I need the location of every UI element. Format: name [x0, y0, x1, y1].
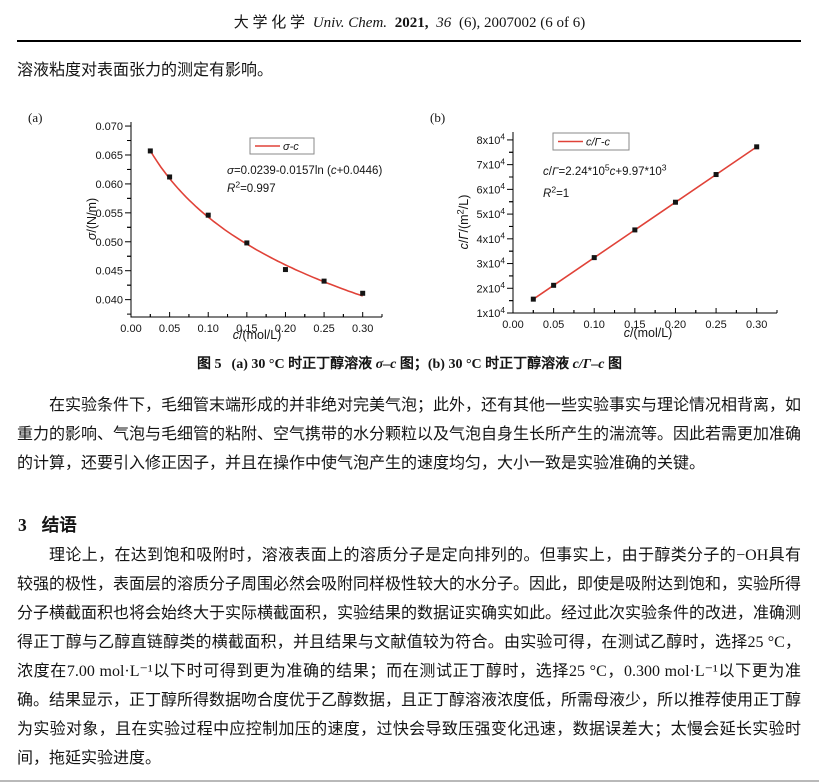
- svg-text:σ-c: σ-c: [283, 141, 299, 153]
- svg-text:c/(mol/L): c/(mol/L): [624, 326, 673, 340]
- data-points: [530, 144, 760, 302]
- journal-year: 2021,: [394, 15, 429, 31]
- fit-line: [149, 150, 363, 297]
- body-paragraph-discussion: 在实验条件下，毛细管末端形成的并非绝对完美气泡；此外，还有其他一些实验事实与理论…: [17, 397, 802, 472]
- svg-text:0.045: 0.045: [95, 266, 123, 278]
- svg-text:R2=1: R2=1: [543, 185, 569, 200]
- svg-text:0.25: 0.25: [313, 323, 334, 335]
- svg-text:0.050: 0.050: [95, 237, 123, 249]
- figure-caption-text-1: (a) 30 °C 时正丁醇溶液: [231, 357, 376, 372]
- legend: c/Γ-c: [552, 132, 630, 151]
- svg-text:0.25: 0.25: [705, 319, 726, 331]
- svg-text:0.30: 0.30: [746, 319, 767, 331]
- svg-text:R2=0.997: R2=0.997: [227, 180, 276, 195]
- svg-text:0.10: 0.10: [584, 319, 605, 331]
- svg-text:c/Γ-c: c/Γ-c: [586, 137, 610, 149]
- svg-text:c/Γ=2.24*105c+9.97*103: c/Γ=2.24*105c+9.97*103: [543, 163, 667, 178]
- svg-text:0.20: 0.20: [665, 319, 686, 331]
- svg-text:0.05: 0.05: [159, 323, 180, 335]
- panel-label-b: (b): [430, 110, 446, 125]
- svg-text:c/(mol/L): c/(mol/L): [233, 328, 282, 342]
- intro-paragraph: 溶液粘度对表面张力的测定有影响。: [17, 62, 274, 79]
- svg-text:1x104: 1x104: [477, 305, 506, 320]
- svg-text:0.00: 0.00: [502, 319, 523, 331]
- svg-text:0.15: 0.15: [624, 319, 645, 331]
- section-number: 3: [18, 515, 27, 535]
- journal-volume: 36: [436, 15, 452, 31]
- svg-text:0.00: 0.00: [120, 323, 141, 335]
- svg-text:0.30: 0.30: [352, 323, 373, 335]
- svg-text:8x104: 8x104: [477, 132, 506, 147]
- figure-caption-label: 图 5: [197, 357, 222, 372]
- axes: [507, 132, 778, 314]
- svg-text:c/Γ/(m2/L): c/Γ/(m2/L): [454, 195, 471, 250]
- svg-text:4x104: 4x104: [477, 231, 506, 246]
- data-points: [147, 148, 366, 296]
- annotations: σ=0.0239-0.0157ln (c+0.0446) R2=0.997: [227, 165, 382, 195]
- axis-labels: 0.00 0.05 0.10 0.15 0.20 0.25 0.30 0.040 0.045 0.…: [85, 121, 373, 342]
- svg-text:σ/(N/m): σ/(N/m): [85, 198, 99, 240]
- svg-text:6x104: 6x104: [477, 181, 506, 196]
- journal-header: 大 学 化 学 Univ. Chem. 2021, 36 (6), 200700…: [0, 11, 819, 32]
- journal-issue-info: (6), 2007002 (6 of 6): [459, 15, 586, 31]
- axes: [125, 122, 383, 318]
- svg-text:0.070: 0.070: [95, 121, 123, 133]
- chart-sigma-c: 0.00 0.05 0.10 0.15 0.20 0.25 0.30 0.040 0.045 0.…: [85, 121, 383, 342]
- svg-text:7x104: 7x104: [477, 156, 506, 171]
- svg-text:2x104: 2x104: [477, 280, 506, 295]
- svg-text:0.060: 0.060: [95, 179, 123, 191]
- journal-name: Univ. Chem.: [312, 15, 388, 31]
- header-divider: [17, 40, 801, 42]
- figure-caption: 图 5 (a) 30 °C 时正丁醇溶液 σ–c 图；(b) 30 °C 时正丁醇…: [0, 353, 819, 373]
- figure-caption-var-2: c/Γ–c: [572, 357, 605, 372]
- svg-text:0.065: 0.065: [95, 150, 123, 162]
- svg-text:σ=0.0239-0.0157ln (c+0.0446): σ=0.0239-0.0157ln (c+0.0446): [227, 165, 382, 177]
- figure-caption-text-3: 图: [604, 357, 622, 372]
- section-heading: 3 结语: [18, 512, 77, 537]
- chart-cgamma-c: 0.00 0.05 0.10 0.15 0.20 0.25 0.30 1x104 2x104 3x…: [454, 132, 778, 340]
- fit-line: [532, 146, 758, 300]
- figure-caption-text-2: 图；(b) 30 °C 时正丁醇溶液: [396, 357, 573, 372]
- svg-text:0.15: 0.15: [236, 323, 257, 335]
- body-paragraph-conclusion: 理论上，在达到饱和吸附时，溶液表面上的溶质分子是定向排列的。但事实上，由于醇类分…: [17, 547, 802, 767]
- figure-caption-var-1: σ–c: [375, 357, 397, 372]
- panel-label-a: (a): [28, 110, 43, 125]
- section-title: 结语: [41, 515, 77, 535]
- annotations: c/Γ=2.24*105c+9.97*103 R2=1: [543, 163, 667, 200]
- journal-cjk-title: 大 学 化 学: [233, 15, 305, 31]
- figure-5: (a) (b) 0.00 0.05 0.10 0.15 0.20 0.25 0.30 0.04…: [0, 108, 819, 352]
- legend: σ-c: [249, 137, 315, 155]
- svg-text:0.055: 0.055: [95, 208, 123, 220]
- svg-text:0.05: 0.05: [543, 319, 564, 331]
- svg-text:0.10: 0.10: [198, 323, 219, 335]
- axis-labels: 0.00 0.05 0.10 0.15 0.20 0.25 0.30 1x104 2x104 3x…: [454, 132, 767, 340]
- page-bottom-divider: [0, 780, 819, 782]
- svg-text:0.040: 0.040: [95, 295, 123, 307]
- svg-text:3x104: 3x104: [477, 255, 506, 270]
- svg-text:0.20: 0.20: [275, 323, 296, 335]
- svg-text:5x104: 5x104: [477, 206, 506, 221]
